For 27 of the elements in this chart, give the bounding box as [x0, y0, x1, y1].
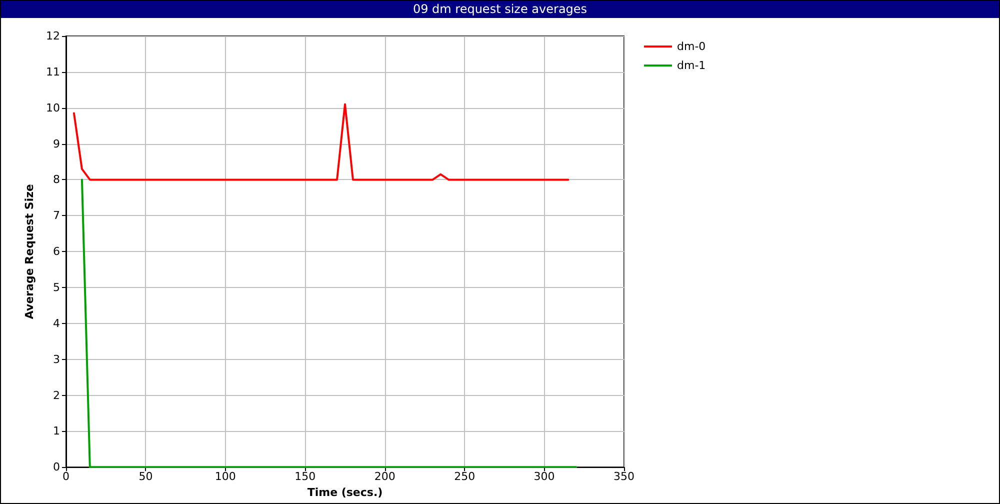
y-tick-label: 5 — [53, 280, 60, 294]
y-tick-label: 1 — [53, 424, 60, 438]
x-axis-title: Time (secs.) — [307, 486, 383, 499]
y-tick-label: 4 — [53, 316, 60, 330]
x-tick-label: 100 — [214, 470, 236, 484]
y-tick-label: 12 — [46, 30, 60, 42]
x-tick-label: 150 — [294, 470, 316, 484]
x-tick-label: 250 — [454, 470, 476, 484]
x-tick-label: 200 — [374, 470, 396, 484]
y-tick-label: 8 — [53, 173, 60, 186]
x-tick-label: 50 — [138, 470, 153, 484]
y-tick-label: 9 — [53, 137, 60, 150]
x-tick-label: 0 — [62, 470, 70, 484]
x-tick-label: 300 — [534, 470, 555, 484]
line-series — [72, 103, 570, 181]
y-tick-label: 0 — [53, 460, 60, 474]
y-tick-label: 2 — [53, 388, 60, 402]
y-tick-label: 7 — [53, 209, 60, 222]
y-tick-label: 6 — [53, 245, 60, 258]
y-tick-label: 11 — [46, 65, 60, 78]
y-axis-title: Average Request Size — [23, 184, 36, 320]
legend-label: dm-0 — [677, 40, 706, 53]
x-tick-label: 350 — [614, 470, 634, 484]
y-tick-label: 3 — [53, 352, 60, 366]
y-tick-label: 10 — [46, 101, 60, 114]
chart-title: 09 dm request size averages — [1, 1, 999, 18]
legend-label: dm-1 — [677, 59, 706, 72]
